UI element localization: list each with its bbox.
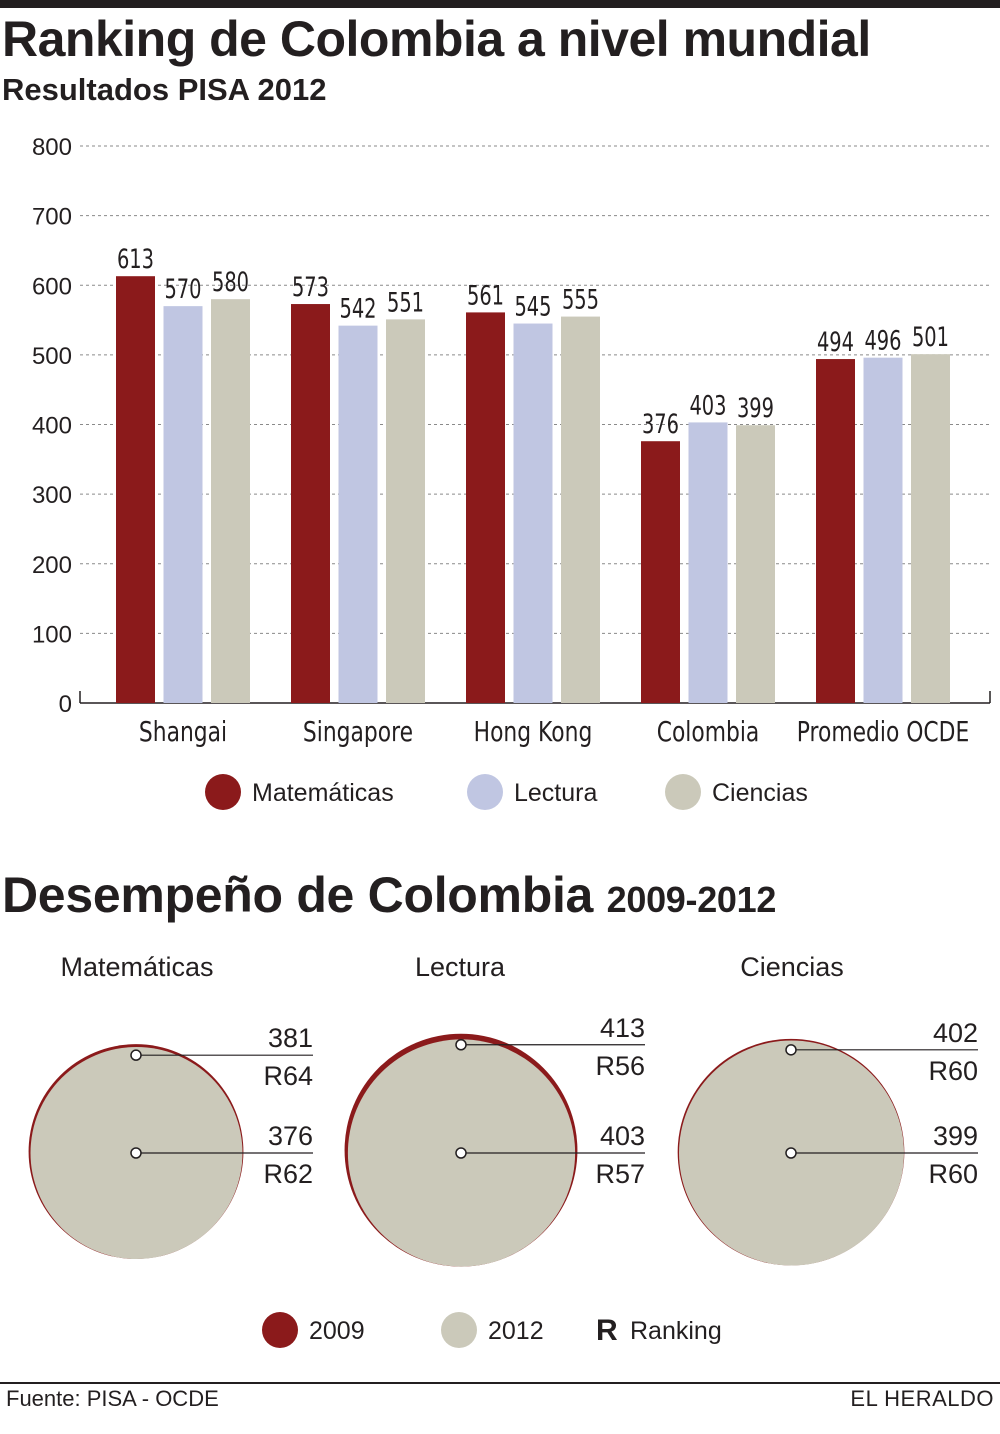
bar-matemáticas (466, 312, 505, 703)
bar-value-label: 494 (817, 326, 854, 358)
bar-value-label: 551 (387, 286, 424, 318)
bar-ciencias (386, 319, 425, 703)
legend-label: Ciencias (712, 779, 808, 807)
legend-label: Matemáticas (252, 779, 394, 807)
y-tick-label: 700 (32, 204, 72, 231)
legend-label-ranking: Ranking (630, 1317, 722, 1345)
rank-2009: R64 (263, 1061, 313, 1091)
marker-2012 (785, 1147, 797, 1159)
bar-value-label: 573 (292, 271, 329, 303)
value-2012: 399 (933, 1121, 978, 1151)
y-tick-label: 0 (59, 691, 72, 718)
y-tick-label: 300 (32, 482, 72, 509)
section-title-main: Desempeño de Colombia (2, 867, 594, 923)
bar-ciencias (911, 354, 950, 703)
circles-chart: Matemáticas 381 R64 376 R62 Lectura 413 R56 403 R… (28, 952, 978, 1348)
bar-value-label: 376 (642, 408, 679, 440)
chart-title: Ranking de Colombia a nivel mundial (2, 11, 871, 67)
bar-ciencias (561, 316, 600, 703)
legend-label-2012: 2012 (488, 1317, 544, 1345)
publisher-brand: EL HERALDO (850, 1386, 994, 1411)
value-2009: 402 (933, 1018, 978, 1048)
category-label: Hong Kong (474, 715, 593, 747)
category-label: Singapore (303, 715, 413, 747)
bar-value-label: 501 (912, 321, 949, 353)
value-2009: 381 (268, 1023, 313, 1053)
bar-matemáticas (291, 304, 330, 703)
rank-2009: R60 (928, 1056, 978, 1086)
bar-value-label: 555 (562, 283, 599, 315)
legend-label: Lectura (514, 779, 597, 807)
y-tick-label: 200 (32, 552, 72, 579)
bar-ciencias (211, 299, 250, 703)
bar-value-label: 496 (864, 324, 901, 356)
value-2009: 413 (600, 1013, 645, 1043)
marker-2012 (455, 1147, 467, 1159)
legend-swatch-2009 (262, 1312, 298, 1348)
section-title: Desempeño de Colombia 2009-2012 (2, 866, 776, 924)
bar-lectura (688, 422, 728, 703)
rank-2012: R57 (595, 1159, 645, 1189)
chart-subtitle: Resultados PISA 2012 (2, 72, 327, 107)
bar-chart: 0 100 200 300 400 500 600 700 800 613 570 580 Shanga… (32, 134, 991, 810)
top-rule (0, 0, 1000, 8)
bar-ciencias (736, 425, 775, 703)
category-label: Promedio OCDE (797, 715, 970, 747)
legend-swatch (205, 774, 241, 810)
source-note: Fuente: PISA - OCDE (6, 1386, 219, 1411)
rank-2012: R60 (928, 1159, 978, 1189)
footer-rule (0, 1382, 1000, 1384)
rank-2012: R62 (263, 1159, 313, 1189)
panel-title: Matemáticas (60, 952, 213, 982)
value-2012: 403 (600, 1121, 645, 1151)
legend-label-2009: 2009 (309, 1317, 365, 1345)
bar-value-label: 580 (212, 266, 249, 298)
bar-lectura (513, 323, 553, 703)
bar-value-label: 545 (514, 290, 551, 322)
marker-2012 (130, 1147, 142, 1159)
bar-value-label: 403 (689, 389, 726, 421)
y-tick-label: 400 (32, 413, 72, 440)
bar-matemáticas (641, 441, 680, 703)
bar-lectura (163, 306, 203, 703)
legend-symbol-ranking: R (596, 1314, 618, 1347)
y-tick-label: 800 (32, 134, 72, 161)
marker-2009 (785, 1044, 797, 1056)
bar-value-label: 613 (117, 243, 154, 275)
bar-value-label: 399 (737, 392, 774, 424)
legend-swatch-2012 (441, 1312, 477, 1348)
category-label: Colombia (657, 715, 760, 747)
bar-value-label: 542 (339, 292, 376, 324)
bar-matemáticas (116, 276, 155, 703)
value-2012: 376 (268, 1121, 313, 1151)
y-tick-label: 500 (32, 343, 72, 370)
bar-matemáticas (816, 359, 855, 703)
panel-title: Ciencias (740, 952, 844, 982)
marker-2009 (130, 1049, 142, 1061)
marker-2009 (455, 1039, 467, 1051)
bar-lectura (863, 357, 903, 703)
legend-swatch (467, 774, 503, 810)
bar-value-label: 561 (467, 279, 504, 311)
category-label: Shangai (139, 715, 227, 747)
bar-value-label: 570 (164, 273, 201, 305)
bar-lectura (338, 325, 378, 703)
panel-title: Lectura (415, 952, 506, 982)
rank-2009: R56 (595, 1051, 645, 1081)
legend-swatch (665, 774, 701, 810)
y-tick-label: 600 (32, 273, 72, 300)
section-title-years: 2009-2012 (606, 879, 777, 920)
y-tick-label: 100 (32, 621, 72, 648)
